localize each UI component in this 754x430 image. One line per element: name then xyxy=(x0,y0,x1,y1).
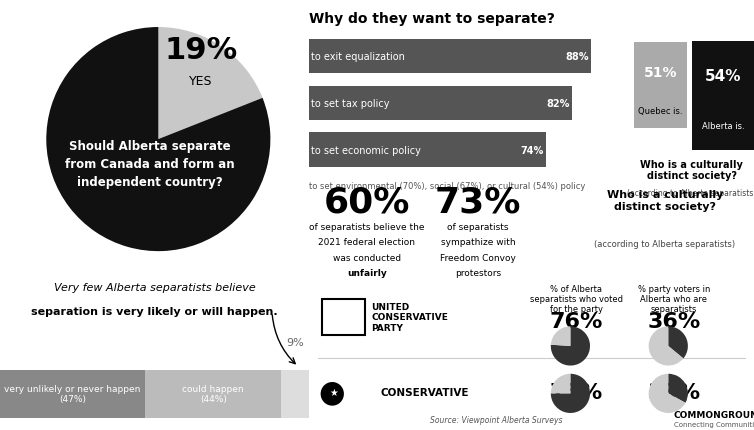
Text: 60%: 60% xyxy=(323,185,410,219)
Wedge shape xyxy=(158,28,262,140)
Text: unfairly: unfairly xyxy=(347,268,387,277)
Wedge shape xyxy=(551,327,590,366)
Text: Why do they want to separate?: Why do they want to separate? xyxy=(309,12,555,26)
Text: 9%: 9% xyxy=(287,337,304,347)
Text: very unlikely or never happen
(47%): very unlikely or never happen (47%) xyxy=(5,384,141,404)
Text: YES: YES xyxy=(189,75,213,88)
Text: to exit equalization: to exit equalization xyxy=(311,52,405,62)
Text: Connecting Communities & Politics: Connecting Communities & Politics xyxy=(674,421,754,427)
Text: Alberta is.: Alberta is. xyxy=(701,122,744,131)
Text: % party voters in
Alberta who are
separatists: % party voters in Alberta who are separa… xyxy=(638,284,710,314)
Bar xyxy=(309,40,591,74)
Text: of separatists: of separatists xyxy=(447,223,509,232)
Wedge shape xyxy=(46,28,271,252)
Text: Who is a culturally
distinct society?: Who is a culturally distinct society? xyxy=(640,160,743,181)
Text: 75%: 75% xyxy=(550,382,602,402)
Text: (according to Alberta separatists): (according to Alberta separatists) xyxy=(627,189,754,198)
Text: 2021 federal election: 2021 federal election xyxy=(318,238,415,247)
Text: Who is a culturally
distinct society?: Who is a culturally distinct society? xyxy=(607,190,723,211)
Text: to set tax policy: to set tax policy xyxy=(311,99,390,109)
Text: 88%: 88% xyxy=(566,52,589,62)
Text: Source: Viewpoint Alberta Surveys: Source: Viewpoint Alberta Surveys xyxy=(430,415,562,424)
Text: 76%: 76% xyxy=(550,312,602,332)
Text: 19%: 19% xyxy=(164,36,238,65)
Wedge shape xyxy=(551,327,571,346)
Text: Quebec is.: Quebec is. xyxy=(639,107,683,116)
Text: COMMONGROUND: COMMONGROUND xyxy=(674,411,754,419)
Bar xyxy=(309,133,546,167)
Bar xyxy=(309,87,572,121)
Text: Very few Alberta separatists believe: Very few Alberta separatists believe xyxy=(54,283,256,292)
Text: to set environmental (70%), social (67%), or cultural (54%) policy: to set environmental (70%), social (67%)… xyxy=(309,181,586,190)
Wedge shape xyxy=(648,374,685,413)
Wedge shape xyxy=(550,374,590,413)
Text: UNITED
CONSERVATIVE
PARTY: UNITED CONSERVATIVE PARTY xyxy=(372,302,449,332)
Text: 73%: 73% xyxy=(435,185,521,219)
Text: to set economic policy: to set economic policy xyxy=(311,145,421,155)
Text: could happen
(44%): could happen (44%) xyxy=(182,384,244,404)
Bar xyxy=(634,43,687,129)
Text: 82%: 82% xyxy=(546,99,569,109)
Text: (according to Alberta separatists): (according to Alberta separatists) xyxy=(594,240,736,249)
Text: ★: ★ xyxy=(329,387,338,397)
Text: % of Alberta
separatists who voted
for the party: % of Alberta separatists who voted for t… xyxy=(529,284,623,314)
Text: 33%: 33% xyxy=(648,382,700,402)
Text: 36%: 36% xyxy=(647,312,700,332)
Text: Freedom Convoy: Freedom Convoy xyxy=(440,253,516,262)
Text: CONSERVATIVE: CONSERVATIVE xyxy=(380,387,469,397)
Bar xyxy=(691,42,754,150)
Text: 51%: 51% xyxy=(644,66,677,80)
Bar xyxy=(146,370,281,418)
Wedge shape xyxy=(668,374,688,403)
Wedge shape xyxy=(550,374,571,393)
Bar xyxy=(0,370,146,418)
Bar xyxy=(281,370,309,418)
Text: 74%: 74% xyxy=(521,145,544,155)
Text: separation is very likely or will happen.: separation is very likely or will happen… xyxy=(31,307,278,316)
Text: sympathize with: sympathize with xyxy=(441,238,516,247)
Text: of separatists believe the: of separatists believe the xyxy=(309,223,425,232)
Text: ●: ● xyxy=(318,378,345,407)
Text: Should Alberta separate
from Canada and form an
independent country?: Should Alberta separate from Canada and … xyxy=(65,140,234,189)
Wedge shape xyxy=(668,327,688,359)
Text: protestors: protestors xyxy=(455,268,501,277)
Wedge shape xyxy=(648,327,683,366)
Text: was conducted: was conducted xyxy=(333,253,401,262)
Text: 54%: 54% xyxy=(704,69,741,84)
